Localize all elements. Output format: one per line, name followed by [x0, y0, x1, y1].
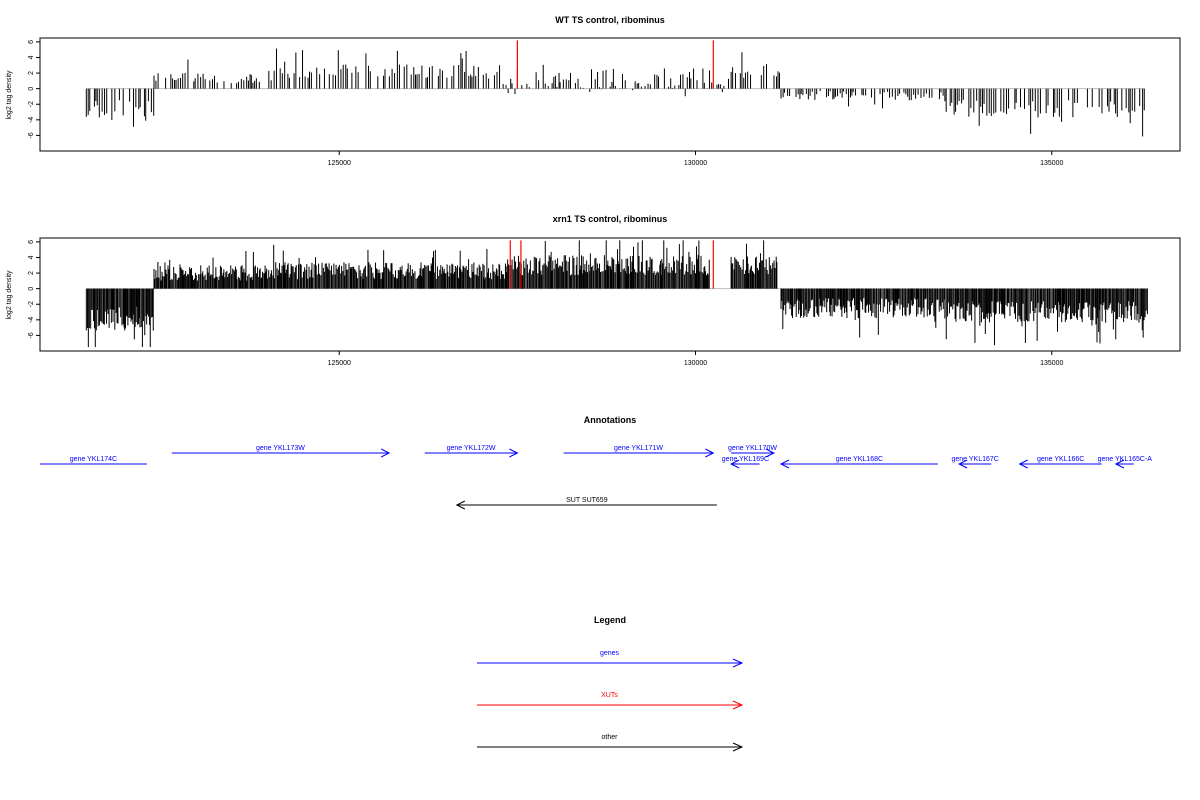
annotations-title: Annotations [584, 415, 637, 425]
x-tick-label: 135000 [1040, 360, 1063, 367]
x-tick-label: 125000 [328, 360, 351, 367]
annotation-features: gene YKL174C gene YKL173W gene YKL172W gene… [40, 445, 1153, 510]
y-axis-label-wt: log2 tag density [6, 70, 13, 120]
xut-lines-wt [516, 40, 714, 89]
feature-label: gene YKL170W [728, 445, 777, 452]
y-tick-label: 0 [28, 87, 35, 91]
y-tick-label: -4 [28, 317, 35, 323]
y-tick-label: 2 [28, 71, 35, 75]
feature-label: gene YKL167C [951, 456, 998, 463]
legend-label: other [602, 734, 619, 741]
arrow-right-icon [765, 448, 775, 458]
panel-title-xrn1: xrn1 TS control, ribominus [553, 214, 668, 224]
plot-frame-wt [39, 37, 1181, 152]
legend-items: genes XUTs other [477, 650, 744, 752]
y-tick-label: -2 [28, 301, 35, 307]
density-bars-wt [85, 48, 1145, 137]
arrow-left-icon [1018, 459, 1028, 469]
panel-wt: WT TS control, ribominus log2 tag densit… [6, 15, 1181, 167]
feature-label: SUT SUT659 [566, 497, 608, 504]
feature-label: gene YKL169C [722, 456, 769, 463]
arrow-right-icon [380, 448, 391, 458]
y-axis-xrn1: 6 4 2 0 -2 -4 -6 [28, 240, 40, 339]
legend-label: XUTs [601, 692, 618, 699]
y-axis-label-xrn1: log2 tag density [6, 270, 13, 320]
arrow-right-icon [509, 448, 519, 458]
legend-label: genes [600, 650, 620, 657]
y-axis-wt: 6 4 2 0 -2 -4 -6 [28, 40, 40, 139]
xut-lines-xrn1 [509, 240, 714, 289]
y-tick-label: 6 [28, 40, 35, 44]
y-tick-label: -6 [28, 332, 35, 338]
y-tick-label: 6 [28, 240, 35, 244]
arrow-right-icon [732, 700, 744, 710]
arrow-right-icon [732, 742, 744, 752]
arrow-left-icon [1114, 459, 1125, 469]
feature-label: gene YKL173W [256, 445, 305, 452]
feature-label: gene YKL172W [447, 445, 496, 452]
y-tick-label: -2 [28, 101, 35, 107]
feature-label: gene YKL168C [836, 456, 883, 463]
arrow-right-icon [705, 448, 715, 458]
feature-label: gene YKL174C [70, 456, 117, 463]
y-tick-label: 0 [28, 287, 35, 291]
arrow-left-icon [779, 459, 790, 469]
y-tick-label: -4 [28, 117, 35, 123]
feature-label: gene YKL166C [1037, 456, 1084, 463]
x-axis-xrn1: 125000 130000 135000 [328, 351, 1064, 367]
x-tick-label: 130000 [684, 160, 707, 167]
y-tick-label: -6 [28, 132, 35, 138]
x-tick-label: 130000 [684, 360, 707, 367]
x-tick-label: 125000 [328, 160, 351, 167]
feature-label: gene YKL171W [614, 445, 663, 452]
y-tick-label: 2 [28, 271, 35, 275]
arrow-left-icon [958, 459, 968, 469]
x-tick-label: 135000 [1040, 160, 1063, 167]
y-tick-label: 4 [28, 55, 35, 59]
x-axis-wt: 125000 130000 135000 [328, 151, 1064, 167]
panel-xrn1: xrn1 TS control, ribominus log2 tag dens… [6, 214, 1181, 367]
feature-label: gene YKL165C-A [1098, 456, 1153, 463]
legend-title: Legend [594, 615, 626, 625]
arrow-right-icon [732, 658, 744, 668]
legend: Legend genes XUTs other [477, 615, 744, 752]
panel-title-wt: WT TS control, ribominus [555, 15, 665, 25]
density-bars-xrn1 [85, 240, 1148, 348]
plot-frame-xrn1 [39, 237, 1181, 352]
arrow-left-icon [455, 500, 466, 510]
y-tick-label: 4 [28, 255, 35, 259]
arrow-left-icon [730, 459, 740, 469]
